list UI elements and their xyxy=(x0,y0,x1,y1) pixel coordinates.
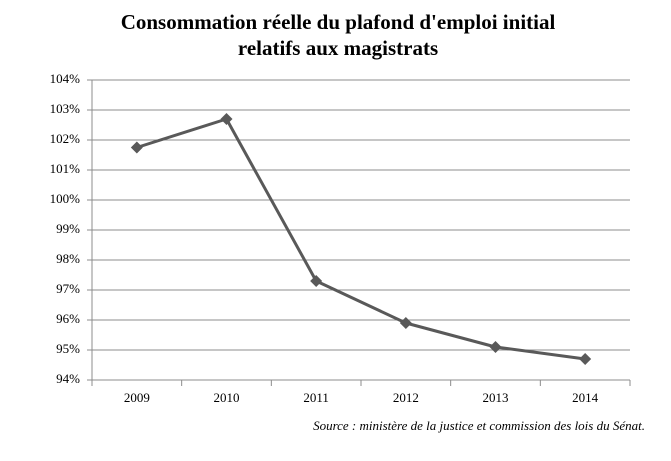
data-point xyxy=(579,353,592,365)
data-point xyxy=(489,341,502,353)
x-tick-label: 2012 xyxy=(393,390,419,405)
y-tick-label: 103% xyxy=(50,101,81,116)
y-tick-label: 98% xyxy=(56,251,80,266)
data-point xyxy=(399,317,412,329)
y-tick-label: 102% xyxy=(50,131,81,146)
data-line xyxy=(136,117,586,361)
y-tick-label: 97% xyxy=(56,281,80,296)
y-tick-label: 95% xyxy=(56,341,80,356)
x-tick-label: 2010 xyxy=(214,390,240,405)
data-point xyxy=(130,141,143,154)
y-tick-label: 101% xyxy=(50,161,81,176)
data-point xyxy=(220,113,233,125)
y-tick-label: 104% xyxy=(50,71,81,86)
x-tick-label: 2009 xyxy=(124,390,150,405)
y-tick-label: 100% xyxy=(50,191,81,206)
chart-title: Consommation réelle du plafond d'emploi … xyxy=(121,10,556,34)
y-tick-label: 99% xyxy=(56,221,80,236)
data-point xyxy=(310,275,323,287)
source-note: Source : ministère de la justice et comm… xyxy=(313,418,645,433)
x-tick-label: 2011 xyxy=(303,390,329,405)
y-tick-label: 94% xyxy=(56,371,80,386)
x-tick-label: 2013 xyxy=(483,390,509,405)
y-tick-label: 96% xyxy=(56,311,80,326)
chart-title: relatifs aux magistrats xyxy=(238,36,438,60)
x-tick-label: 2014 xyxy=(572,390,599,405)
